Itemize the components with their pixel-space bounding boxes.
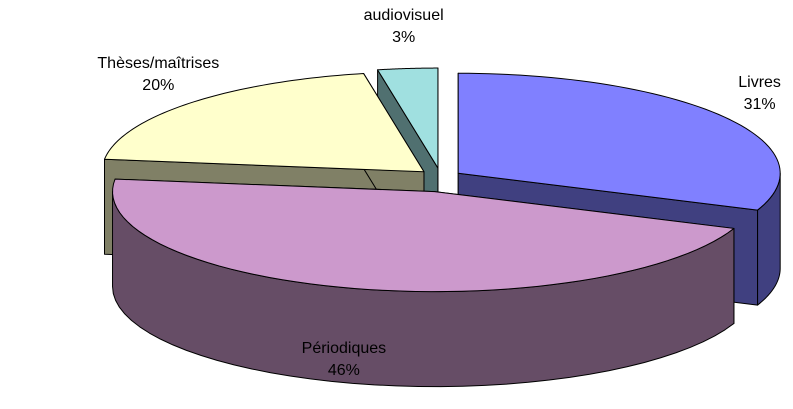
slice-top bbox=[377, 67, 439, 169]
slice-value-label: 20% bbox=[142, 77, 174, 94]
slice-top bbox=[457, 72, 781, 211]
slice-label: Périodiques bbox=[302, 340, 387, 357]
slice-label: Thèses/maîtrises bbox=[97, 55, 219, 72]
slice-top bbox=[104, 73, 425, 173]
slice bbox=[112, 178, 735, 388]
slice-value-label: 3% bbox=[392, 29, 415, 46]
slice-top bbox=[112, 178, 735, 293]
slice-value-label: 31% bbox=[744, 96, 776, 113]
slice-label: audiovisuel bbox=[364, 7, 444, 24]
slice-label: Livres bbox=[738, 74, 781, 91]
slice-value-label: 46% bbox=[328, 362, 360, 379]
